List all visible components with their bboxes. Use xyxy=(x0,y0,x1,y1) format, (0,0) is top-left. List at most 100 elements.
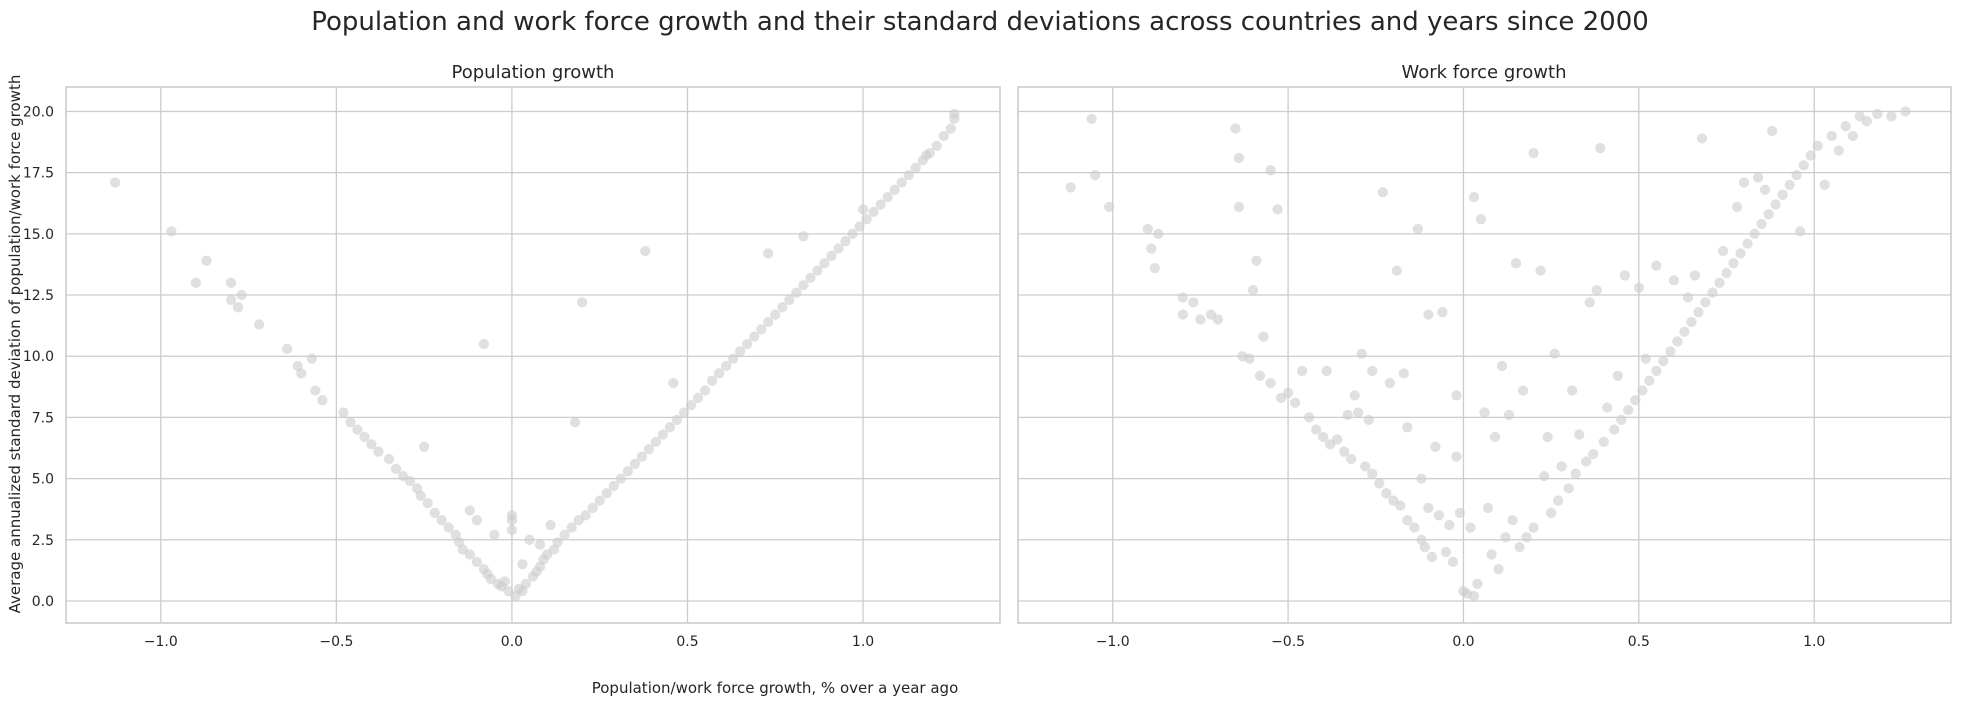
data-point xyxy=(1142,223,1154,235)
y-tick-label: 7.5 xyxy=(32,410,54,426)
y-tick-label: 5.0 xyxy=(32,472,54,488)
data-point xyxy=(1205,309,1217,320)
x-tick-label: −1.0 xyxy=(144,634,178,650)
data-point xyxy=(805,272,816,284)
data-point xyxy=(1317,431,1329,443)
data-point xyxy=(1230,123,1241,134)
data-point xyxy=(1212,314,1224,325)
data-point xyxy=(1602,402,1613,413)
data-point xyxy=(924,147,936,159)
y-tick-labels: 0.0 2.5 5.0 7.5 10.0 12.5 15.0 17.5 20.0 xyxy=(23,104,54,609)
data-point xyxy=(720,360,732,372)
data-point xyxy=(1752,172,1764,183)
data-point xyxy=(576,297,588,308)
data-point xyxy=(692,392,704,404)
data-point xyxy=(1630,395,1641,406)
y-tick-label: 15.0 xyxy=(23,227,54,243)
data-point xyxy=(1384,377,1396,389)
data-point xyxy=(1738,177,1750,188)
data-point xyxy=(713,368,725,379)
data-point xyxy=(566,522,577,533)
data-point xyxy=(1587,448,1599,460)
data-point xyxy=(1682,292,1694,303)
data-point xyxy=(1426,551,1438,563)
data-point xyxy=(1233,152,1245,164)
data-point xyxy=(1731,201,1743,213)
data-point xyxy=(1356,348,1367,360)
data-point xyxy=(524,534,535,546)
data-point xyxy=(1840,120,1852,132)
data-point xyxy=(1784,179,1795,191)
x-tick-labels: −1.0 −0.5 0.0 0.5 1.0 xyxy=(144,634,874,650)
panel-title: Work force growth xyxy=(1402,62,1567,83)
data-point xyxy=(615,473,627,484)
data-point xyxy=(1177,292,1189,303)
data-point xyxy=(741,338,753,350)
data-point xyxy=(1686,316,1697,328)
data-point xyxy=(1437,306,1448,318)
data-point xyxy=(1440,546,1452,558)
data-point xyxy=(1538,470,1550,482)
data-point xyxy=(415,490,426,501)
data-point xyxy=(1591,284,1602,296)
data-point xyxy=(1416,473,1427,484)
data-point xyxy=(931,140,943,151)
scatter-points xyxy=(1065,106,1911,602)
plot-frame xyxy=(65,86,1001,624)
x-axis-label: Population/work force growth, % over a y… xyxy=(592,679,959,697)
data-point xyxy=(1349,390,1360,401)
data-point xyxy=(1640,353,1652,364)
data-point xyxy=(1472,578,1483,590)
data-point xyxy=(1345,453,1357,465)
data-point xyxy=(1296,365,1308,377)
data-point xyxy=(1247,284,1259,296)
data-point xyxy=(889,184,900,196)
data-point xyxy=(1612,370,1624,382)
data-point xyxy=(1707,287,1718,298)
data-point xyxy=(1479,407,1490,418)
data-point xyxy=(784,294,795,306)
data-point xyxy=(1514,541,1525,553)
data-point xyxy=(1177,309,1189,320)
data-point xyxy=(1510,257,1522,269)
data-point xyxy=(1444,519,1455,531)
data-point xyxy=(1338,446,1350,457)
data-point xyxy=(798,231,809,242)
y-tick-label: 2.5 xyxy=(32,533,54,549)
data-point xyxy=(1609,424,1620,435)
data-point xyxy=(1489,431,1501,443)
data-point xyxy=(345,417,356,428)
data-point xyxy=(1542,431,1553,443)
data-point xyxy=(1766,125,1778,137)
data-point xyxy=(457,544,469,555)
data-point xyxy=(366,439,377,450)
data-point xyxy=(1714,277,1725,289)
data-point xyxy=(1430,441,1441,453)
data-point xyxy=(1721,267,1732,279)
data-point xyxy=(1493,563,1504,575)
data-point xyxy=(1665,346,1676,357)
population-growth-panel: Population growth −1.0 −0.5 0.0 0.5 1.0 0.0 2… xyxy=(23,62,1001,650)
data-point xyxy=(1065,182,1076,193)
data-point xyxy=(1195,314,1206,325)
data-point xyxy=(1265,164,1276,176)
data-point xyxy=(650,436,662,448)
data-point xyxy=(1149,262,1161,274)
data-point xyxy=(1103,201,1115,213)
data-point xyxy=(847,228,858,240)
y-tick-label: 12.5 xyxy=(23,288,54,304)
data-point xyxy=(1409,522,1420,533)
data-point xyxy=(1468,191,1480,203)
data-point xyxy=(1486,549,1497,560)
data-point xyxy=(636,451,648,462)
data-point xyxy=(706,375,718,386)
data-point xyxy=(1549,348,1560,360)
data-point xyxy=(826,250,837,262)
data-point xyxy=(1244,353,1255,364)
data-point xyxy=(668,377,679,389)
data-point xyxy=(236,289,247,301)
data-point xyxy=(429,507,440,519)
x-tick-label: 0.0 xyxy=(501,634,523,650)
x-tick-label: 1.0 xyxy=(1803,634,1825,650)
data-point xyxy=(1419,541,1431,553)
